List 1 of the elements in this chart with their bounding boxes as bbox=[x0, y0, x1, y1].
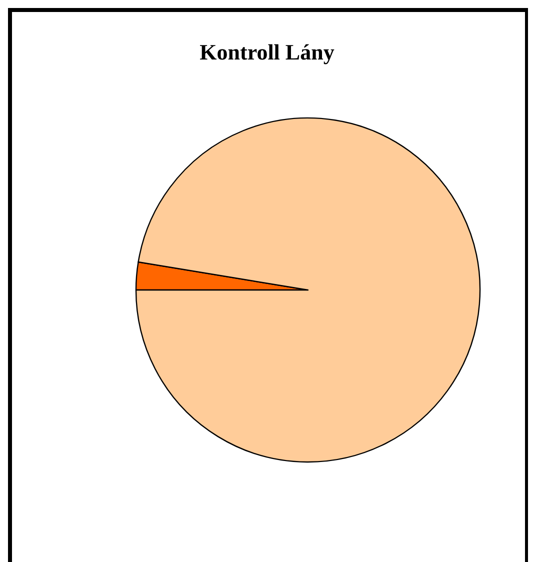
chart-title: Kontroll Lány bbox=[200, 40, 334, 64]
